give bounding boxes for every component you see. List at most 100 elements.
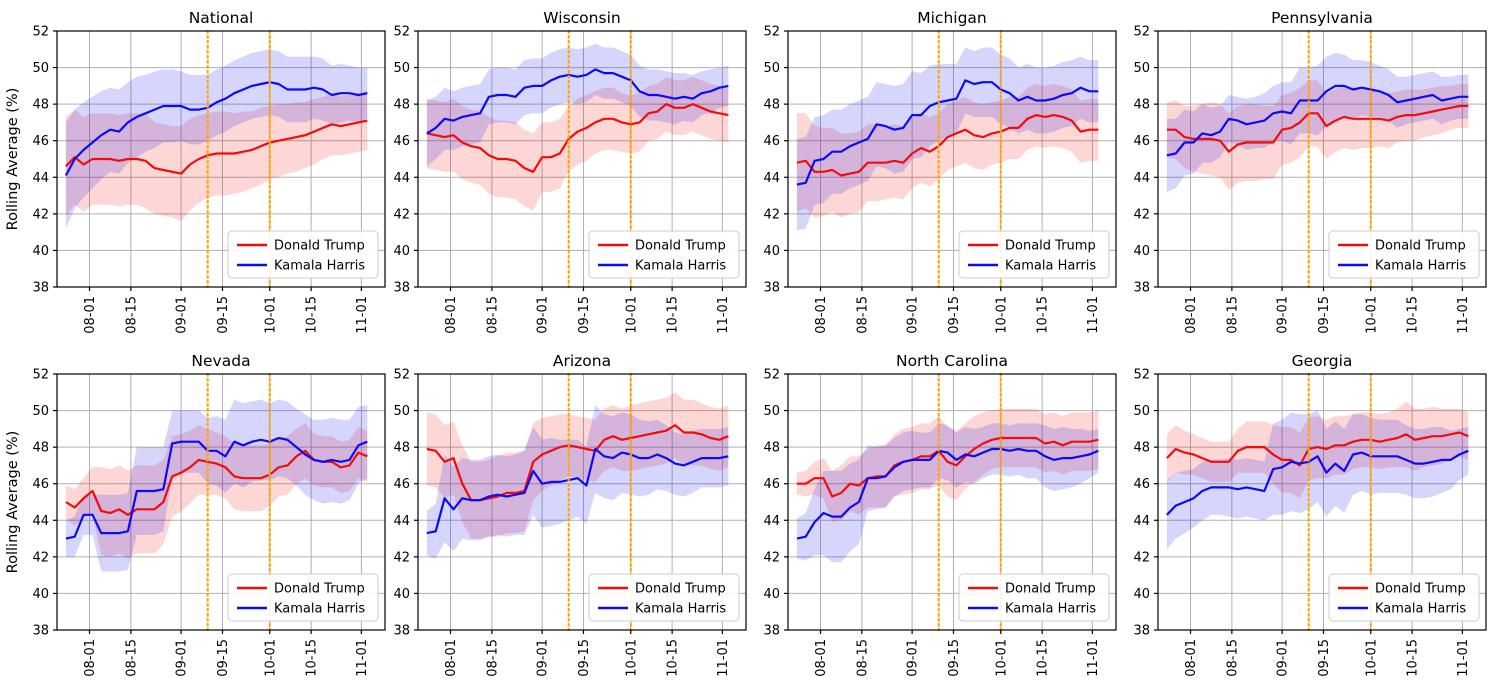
- y-tick-label: 44: [1133, 514, 1150, 529]
- harris-confidence-band: [796, 47, 1099, 231]
- y-tick-label: 50: [32, 404, 49, 419]
- x-tick-label: 10-15: [305, 296, 320, 334]
- x-tick-label: 10-15: [1406, 296, 1421, 334]
- legend: Donald Trump Kamala Harris: [958, 230, 1110, 279]
- x-tick-label: 09-15: [947, 639, 962, 677]
- axes-frame: [787, 373, 1117, 631]
- legend-label: Donald Trump: [274, 239, 365, 254]
- y-tick-label: 42: [1133, 550, 1150, 565]
- y-tick-label: 46: [32, 134, 49, 149]
- harris-line: [796, 79, 1099, 186]
- x-tick-label: 09-15: [947, 296, 962, 334]
- y-tick-label: 38: [763, 624, 780, 639]
- subplot-wisconsin: 38 40 42 44 46 48 50 52 08-01 08-15 09-01 09-15 10-0…: [393, 9, 747, 334]
- x-tick-label: 09-01: [1276, 639, 1291, 677]
- subplot-title: Georgia: [1292, 352, 1353, 370]
- harris-line: [1166, 449, 1469, 516]
- trump-confidence-band: [65, 91, 368, 222]
- y-tick-label: 40: [393, 587, 410, 602]
- y-tick-label: 52: [1133, 368, 1150, 383]
- x-tick-label: 10-15: [666, 296, 681, 334]
- subplot-title: Nevada: [191, 352, 250, 370]
- y-tick-label: 48: [1133, 98, 1150, 113]
- axes-frame: [787, 30, 1117, 288]
- y-tick-label: 44: [32, 514, 49, 529]
- legend-label: Kamala Harris: [1375, 602, 1466, 617]
- y-tick-label: 44: [763, 514, 780, 529]
- x-tick-label: 08-15: [1225, 296, 1240, 334]
- y-tick-label: 40: [763, 244, 780, 259]
- x-tick-label: 09-01: [906, 639, 921, 677]
- y-tick-label: 48: [763, 98, 780, 113]
- x-tick-label: 09-15: [1317, 296, 1332, 334]
- subplot-pennsylvania: 38 40 42 44 46 48 50 52 08-01 08-15 09-01 09-15 10-0…: [1133, 9, 1487, 334]
- y-tick-label: 40: [1133, 244, 1150, 259]
- x-tick-label: 11-01: [1086, 296, 1101, 334]
- y-tick-label: 48: [1133, 441, 1150, 456]
- x-tick-label: 11-01: [1456, 296, 1471, 334]
- subplot-north-carolina: 38 40 42 44 46 48 50 52 08-01 08-15 09-01 09-15 10-0…: [763, 352, 1117, 677]
- x-tick-label: 10-01: [1364, 639, 1379, 677]
- trump-confidence-band: [65, 423, 368, 559]
- axes-frame: [56, 30, 386, 288]
- y-tick-label: 50: [393, 404, 410, 419]
- y-tick-label: 46: [32, 477, 49, 492]
- x-tick-label: 08-15: [485, 296, 500, 334]
- x-tick-label: 10-01: [263, 296, 278, 334]
- x-tick-label: 10-01: [624, 296, 639, 334]
- y-tick-label: 50: [393, 61, 410, 76]
- axes-frame: [56, 373, 386, 631]
- x-tick-label: 08-01: [444, 639, 459, 677]
- y-tick-label: 38: [1133, 281, 1150, 296]
- y-tick-label: 42: [32, 550, 49, 565]
- y-tick-label: 50: [763, 61, 780, 76]
- x-tick-label: 10-15: [666, 639, 681, 677]
- y-tick-label: 52: [393, 25, 410, 40]
- y-tick-label: 42: [393, 207, 410, 222]
- legend: Donald Trump Kamala Harris: [1328, 573, 1480, 622]
- y-tick-label: 46: [393, 477, 410, 492]
- harris-line: [426, 68, 729, 135]
- x-tick-label: 10-15: [1406, 639, 1421, 677]
- y-tick-label: 46: [763, 134, 780, 149]
- trump-line: [1166, 431, 1469, 467]
- legend-label: Kamala Harris: [635, 259, 726, 274]
- legend: Donald Trump Kamala Harris: [227, 573, 379, 622]
- x-tick-label: 08-15: [1225, 639, 1240, 677]
- trump-line: [796, 436, 1099, 498]
- x-tick-label: 09-01: [175, 296, 190, 334]
- subplot-title: Pennsylvania: [1271, 9, 1373, 27]
- x-tick-label: 08-15: [855, 296, 870, 334]
- y-tick-label: 40: [393, 244, 410, 259]
- x-tick-label: 11-01: [1456, 639, 1471, 677]
- harris-line: [796, 447, 1099, 540]
- legend: Donald Trump Kamala Harris: [588, 573, 740, 622]
- y-tick-label: 48: [393, 441, 410, 456]
- x-tick-label: 08-01: [444, 296, 459, 334]
- y-tick-label: 50: [763, 404, 780, 419]
- y-tick-label: 52: [763, 368, 780, 383]
- trump-confidence-band: [1166, 80, 1469, 191]
- y-tick-label: 38: [32, 624, 49, 639]
- x-tick-label: 09-01: [1276, 296, 1291, 334]
- subplot-nevada: 38 40 42 44 46 48 50 52 08-01 08-15 09-01 09-15 10-0…: [5, 352, 386, 677]
- legend-label: Kamala Harris: [635, 602, 726, 617]
- x-tick-label: 10-01: [994, 296, 1009, 334]
- y-tick-label: 48: [763, 441, 780, 456]
- y-tick-label: 52: [32, 368, 49, 383]
- x-tick-label: 11-01: [355, 296, 370, 334]
- legend: Donald Trump Kamala Harris: [958, 573, 1110, 622]
- y-tick-label: 42: [393, 550, 410, 565]
- harris-line: [64, 81, 368, 177]
- legend-label: Donald Trump: [274, 582, 365, 597]
- x-tick-label: 08-01: [814, 639, 829, 677]
- legend-label: Kamala Harris: [274, 602, 365, 617]
- y-tick-label: 46: [1133, 134, 1150, 149]
- x-tick-label: 09-15: [577, 296, 592, 334]
- x-tick-label: 08-15: [124, 639, 139, 677]
- harris-confidence-band: [426, 43, 729, 167]
- y-axis-label: Rolling Average (%): [5, 431, 21, 574]
- legend-label: Kamala Harris: [1005, 259, 1096, 274]
- y-tick-label: 44: [393, 171, 410, 186]
- axes-frame: [417, 373, 747, 631]
